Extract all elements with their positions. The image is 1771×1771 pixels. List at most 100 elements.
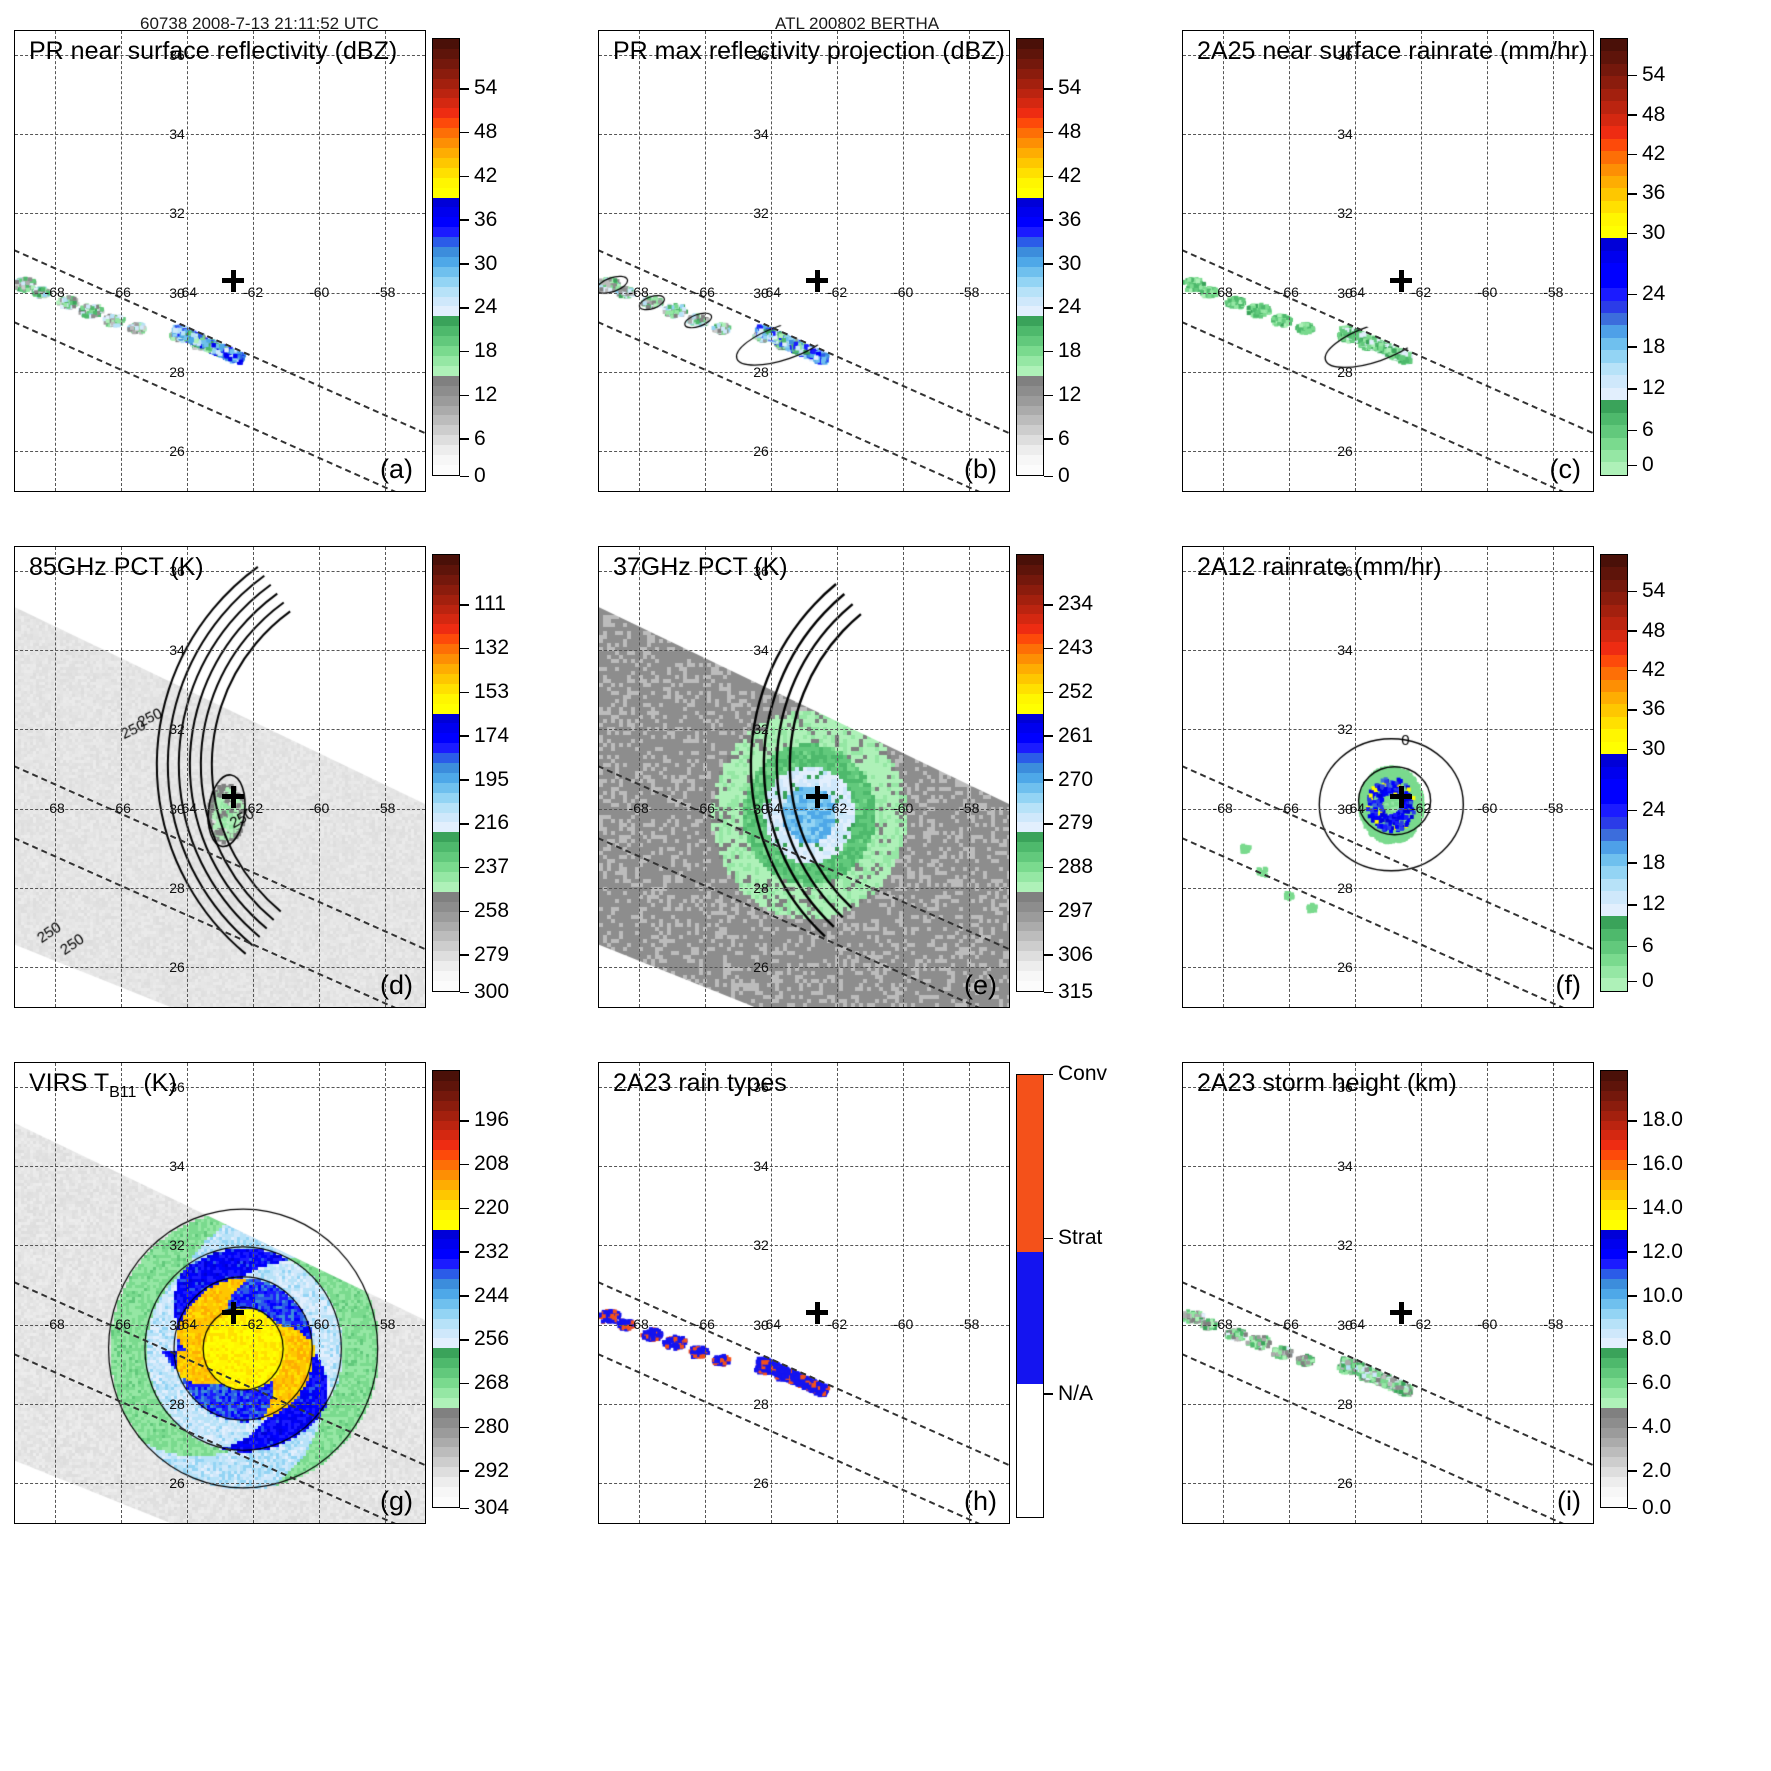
lat-tick-label: 32 — [753, 1237, 769, 1254]
colorbar-segment — [1601, 891, 1627, 904]
colorbar-tick: 174 — [460, 724, 509, 748]
colorbar-tick-mark — [460, 1207, 469, 1210]
colorbar-tick-mark — [1628, 1295, 1637, 1297]
colorbar-segment — [433, 1071, 459, 1081]
data-raster-h — [599, 1063, 1009, 1523]
map-f[interactable]: -68 -66 -64 -62 -60 -58 36 34 32 30 28 26 2A12 rainr… — [1182, 546, 1594, 1008]
colorbar-segment — [1601, 878, 1627, 892]
colorbar-segment — [433, 455, 459, 465]
colorbar-segment — [433, 365, 459, 376]
colorbar-tick: 54 — [1628, 63, 1665, 87]
colorbar-tick: 30 — [460, 252, 497, 276]
storm-center-marker — [806, 269, 829, 292]
colorbar-tick-mark — [1044, 1237, 1053, 1240]
colorbar-segment — [1601, 1071, 1627, 1081]
colorbar-segment — [433, 425, 459, 436]
colorbar-segment — [433, 594, 459, 605]
colorbar-segment — [1017, 296, 1043, 307]
colorbar-segment — [1017, 435, 1043, 446]
map-d[interactable]: -68 -66 -64 -62 -60 -58 36 34 32 30 28 26 85GHz PCT … — [14, 546, 426, 1008]
colorbar-segment — [433, 276, 459, 287]
colorbar-segment — [1601, 853, 1627, 867]
colorbar-segment — [1601, 1397, 1627, 1408]
colorbar-segment — [433, 266, 459, 277]
colorbar-gradient-e — [1016, 554, 1044, 992]
colorbar-segment — [1601, 1437, 1627, 1448]
colorbar-tick-label: 252 — [1058, 679, 1094, 703]
panel-d: -68 -66 -64 -62 -60 -58 36 34 32 30 28 26 85GHz PCT … — [14, 546, 604, 1008]
colorbar-tick-mark — [1628, 945, 1637, 948]
map-i[interactable]: -68 -66 -64 -62 -60 -58 36 34 32 30 28 26 2A23 storm… — [1182, 1062, 1594, 1524]
colorbar-tick-label: N/A — [1058, 1381, 1094, 1405]
colorbar-tick-label: 6 — [1642, 934, 1654, 957]
colorbar-segment — [433, 1279, 459, 1289]
lat-tick-label: 28 — [753, 1396, 769, 1413]
colorbar-segment — [1601, 828, 1627, 842]
lat-tick-label: 30 — [1337, 1316, 1353, 1333]
map-a[interactable]: -68 -66 -64 -62 -60 -58 36 34 32 30 28 26 PR near su… — [14, 30, 426, 492]
lat-tick-label: 28 — [1337, 364, 1353, 381]
colorbar-tick: 42 — [1628, 658, 1665, 682]
colorbar-segment — [1017, 39, 1043, 49]
map-e[interactable]: -68 -66 -64 -62 -60 -58 36 34 32 30 28 26 37GHz PCT … — [598, 546, 1010, 1008]
map-h[interactable]: -68 -66 -64 -62 -60 -58 36 34 32 30 28 26 2A23 rain … — [598, 1062, 1010, 1524]
colorbar-tick-label: 153 — [474, 679, 510, 703]
colorbar-segment — [1601, 1407, 1627, 1418]
colorbar-tick-mark — [1044, 910, 1053, 913]
colorbar-gradient-i — [1600, 1070, 1628, 1508]
colorbar-tick-label: 30 — [474, 251, 498, 275]
lon-tick-label: -60 — [1477, 799, 1498, 816]
colorbar-tick: 196 — [460, 1108, 509, 1132]
colorbar-tick-mark — [460, 1382, 469, 1385]
colorbar-tick-label: 268 — [474, 1371, 510, 1395]
colorbar-segment — [433, 1308, 459, 1319]
colorbar-segment — [1601, 654, 1627, 668]
colorbar-tick-label: 24 — [1058, 295, 1082, 319]
panel-f: -68 -66 -64 -62 -60 -58 36 34 32 30 28 26 2A12 rainr… — [1182, 546, 1771, 1008]
storm-center-marker — [222, 785, 245, 808]
colorbar-segment — [1017, 1340, 1043, 1385]
colorbar-segment — [1601, 113, 1627, 127]
colorbar-tick: 18 — [460, 339, 497, 363]
colorbar-tick-label: 237 — [474, 855, 510, 879]
colorbar-segment — [433, 138, 459, 148]
colorbar-segment — [433, 58, 459, 69]
colorbar-segment — [1601, 679, 1627, 692]
map-c[interactable]: -68 -66 -64 -62 -60 -58 36 34 32 30 28 26 2A25 near … — [1182, 30, 1594, 492]
colorbar-segment — [1017, 316, 1043, 327]
colorbar-tick-mark — [1044, 866, 1053, 869]
map-g[interactable]: -68 -66 -64 -62 -60 -58 36 34 32 30 28 26 VIRS TB11 … — [14, 1062, 426, 1524]
colorbar-segment — [433, 634, 459, 645]
colorbar-tick-label: 24 — [474, 295, 498, 319]
storm-center-marker — [1390, 1301, 1413, 1324]
lat-tick-label: 26 — [169, 443, 185, 460]
colorbar-segment — [1017, 1472, 1043, 1517]
lat-tick-label: 26 — [169, 959, 185, 976]
panel-letter-d: (d) — [380, 970, 413, 1000]
colorbar-tick-mark — [1044, 131, 1053, 134]
colorbar-tick-mark — [460, 910, 469, 913]
colorbar-tick-mark — [1628, 1339, 1637, 1341]
colorbar-tick: 18 — [1044, 339, 1081, 363]
lon-tick-label: -62 — [242, 283, 264, 300]
lon-tick-label: -64 — [176, 1315, 198, 1332]
colorbar-segment — [1017, 138, 1043, 148]
map-b[interactable]: -68 -66 -64 -62 -60 -58 36 34 32 30 28 26 PR max ref… — [598, 30, 1010, 492]
lat-tick-label: 34 — [753, 642, 769, 659]
colorbar-tick: 268 — [460, 1371, 509, 1395]
lat-tick-label: 36 — [1337, 1078, 1353, 1095]
colorbar-segment — [433, 147, 459, 158]
colorbar-tick-mark — [460, 438, 469, 440]
colorbar-segment — [1017, 862, 1043, 872]
colorbar-segment — [1017, 425, 1043, 436]
colorbar-segment — [1017, 365, 1043, 376]
colorbar-tick-label: 48 — [1642, 618, 1666, 642]
colorbar-segment — [1601, 362, 1627, 376]
colorbar-tick: 0 — [1628, 969, 1654, 993]
colorbar-segment — [1601, 1298, 1627, 1309]
colorbar-tick: 4.0 — [1628, 1415, 1671, 1439]
colorbar-segment — [1601, 1239, 1627, 1250]
colorbar-tick-mark — [1628, 709, 1637, 711]
colorbar-tick: 234 — [1044, 592, 1093, 616]
colorbar-segment — [433, 941, 459, 952]
